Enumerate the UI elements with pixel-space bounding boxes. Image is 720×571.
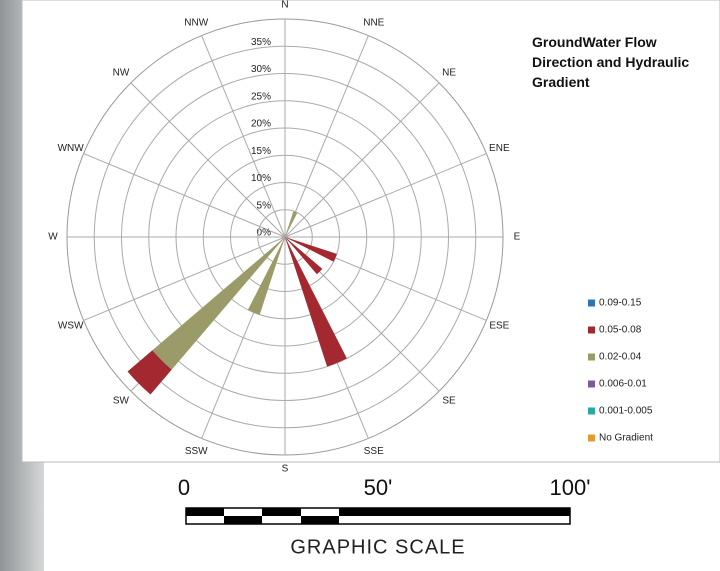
legend-swatch bbox=[588, 327, 595, 334]
graphic-scale: 0 50' 100' GRAPHIC SCALE bbox=[178, 475, 591, 558]
direction-label: SE bbox=[442, 396, 456, 407]
legend-swatch bbox=[588, 381, 595, 388]
legend-swatch bbox=[588, 408, 595, 415]
legend-label: 0.02-0.04 bbox=[599, 352, 642, 363]
direction-label: SSW bbox=[185, 446, 208, 457]
direction-label: E bbox=[514, 232, 521, 243]
scale-seg bbox=[224, 516, 262, 524]
scale-seg bbox=[301, 516, 339, 524]
direction-label: NNE bbox=[363, 17, 384, 28]
legend-label: 0.001-0.005 bbox=[599, 406, 653, 417]
direction-label: S bbox=[282, 464, 289, 475]
legend-label: No Gradient bbox=[599, 433, 653, 444]
direction-label: NW bbox=[113, 68, 130, 79]
y-tick-label: 15% bbox=[251, 146, 271, 157]
scale-caption: GRAPHIC SCALE bbox=[290, 536, 465, 558]
direction-label: NNW bbox=[184, 17, 208, 28]
scale-label: 100' bbox=[550, 475, 591, 500]
scale-seg bbox=[186, 508, 224, 516]
page: {"chart_data": {"type": "rose", "title":… bbox=[0, 0, 720, 571]
chart-title: GroundWater Flow Direction and Hydraulic… bbox=[532, 32, 702, 92]
direction-label: W bbox=[48, 232, 58, 243]
scale-label: 50' bbox=[364, 475, 393, 500]
direction-label: SSE bbox=[364, 446, 384, 457]
direction-label: N bbox=[281, 0, 288, 11]
legend-label: 0.006-0.01 bbox=[599, 379, 647, 390]
direction-label: ENE bbox=[489, 143, 510, 154]
scale-label: 0 bbox=[178, 475, 190, 500]
direction-label: WNW bbox=[58, 143, 85, 154]
direction-label: SW bbox=[113, 396, 130, 407]
scale-seg bbox=[339, 508, 378, 516]
y-tick-label: 30% bbox=[251, 64, 271, 75]
direction-label: NE bbox=[442, 68, 456, 79]
scale-seg bbox=[378, 508, 570, 516]
legend-label: 0.05-0.08 bbox=[599, 325, 642, 336]
y-tick-label: 25% bbox=[251, 91, 271, 102]
scale-seg bbox=[262, 508, 301, 516]
direction-label: WSW bbox=[58, 320, 84, 331]
legend-label: 0.09-0.15 bbox=[599, 298, 642, 309]
direction-label: ESE bbox=[489, 320, 509, 331]
legend-swatch bbox=[588, 300, 595, 307]
y-tick-label: 5% bbox=[257, 200, 272, 211]
y-tick-label: 10% bbox=[251, 173, 271, 184]
y-tick-label: 20% bbox=[251, 119, 271, 130]
legend-swatch bbox=[588, 354, 595, 361]
legend-swatch bbox=[588, 435, 595, 442]
y-tick-label: 35% bbox=[251, 37, 271, 48]
